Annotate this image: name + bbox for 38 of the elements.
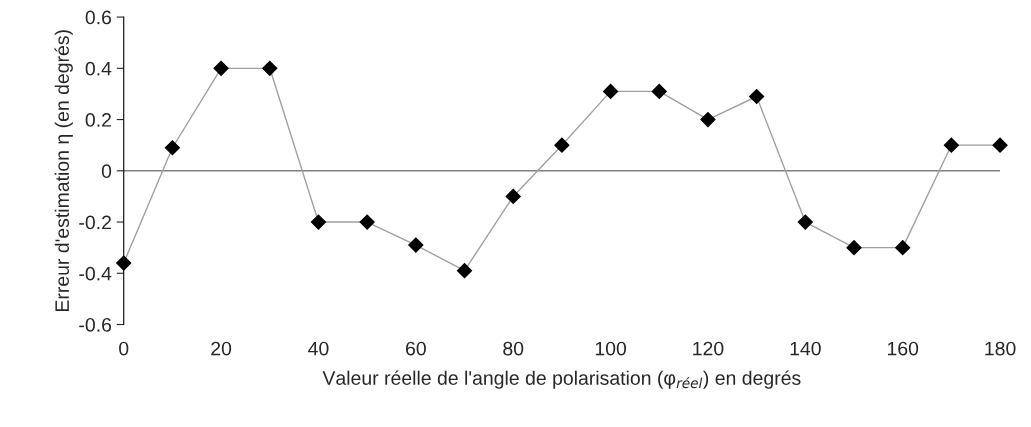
x-tick-label: 180 — [985, 341, 1016, 356]
point — [213, 60, 229, 76]
y-axis-title: Erreur d'estimation η (en degrés) — [54, 30, 73, 312]
x-tick-label: 0 — [119, 341, 129, 356]
point — [943, 137, 959, 153]
point — [456, 263, 473, 279]
point — [603, 83, 619, 99]
point — [554, 137, 570, 153]
y-tick-label: -0.2 — [79, 215, 111, 230]
point — [700, 111, 716, 128]
y-tick-label: -0.4 — [79, 266, 112, 281]
y-tick-label: 0 — [101, 164, 112, 179]
point — [651, 83, 667, 99]
x-tick-label: 80 — [503, 341, 524, 356]
y-tick-label: -0.6 — [79, 317, 112, 332]
point — [116, 255, 132, 271]
x-tick-label: 60 — [406, 341, 426, 356]
x-axis-title: Valeur réelle de l'angle de polarisation (φ$_{réel}$) en degrés — [322, 370, 801, 389]
point — [895, 240, 911, 256]
point — [408, 237, 424, 253]
point — [505, 188, 521, 204]
x-tick-label: 40 — [308, 341, 329, 356]
point — [310, 214, 327, 230]
y-tick-label: 0.6 — [85, 10, 112, 25]
x-tick-label: 140 — [790, 341, 821, 356]
y-tick-label: 0.2 — [85, 113, 111, 127]
point — [749, 88, 765, 105]
x-tick-label: 120 — [693, 341, 724, 356]
x-tick-label: 20 — [211, 341, 232, 356]
point — [359, 214, 375, 230]
point — [164, 140, 180, 156]
y-tick-label: 0.4 — [85, 61, 112, 76]
x-tick-label: 160 — [887, 341, 919, 356]
point — [846, 240, 862, 256]
point — [992, 137, 1008, 153]
x-tick-label: 100 — [595, 341, 627, 356]
point — [262, 60, 278, 76]
point — [797, 214, 813, 230]
